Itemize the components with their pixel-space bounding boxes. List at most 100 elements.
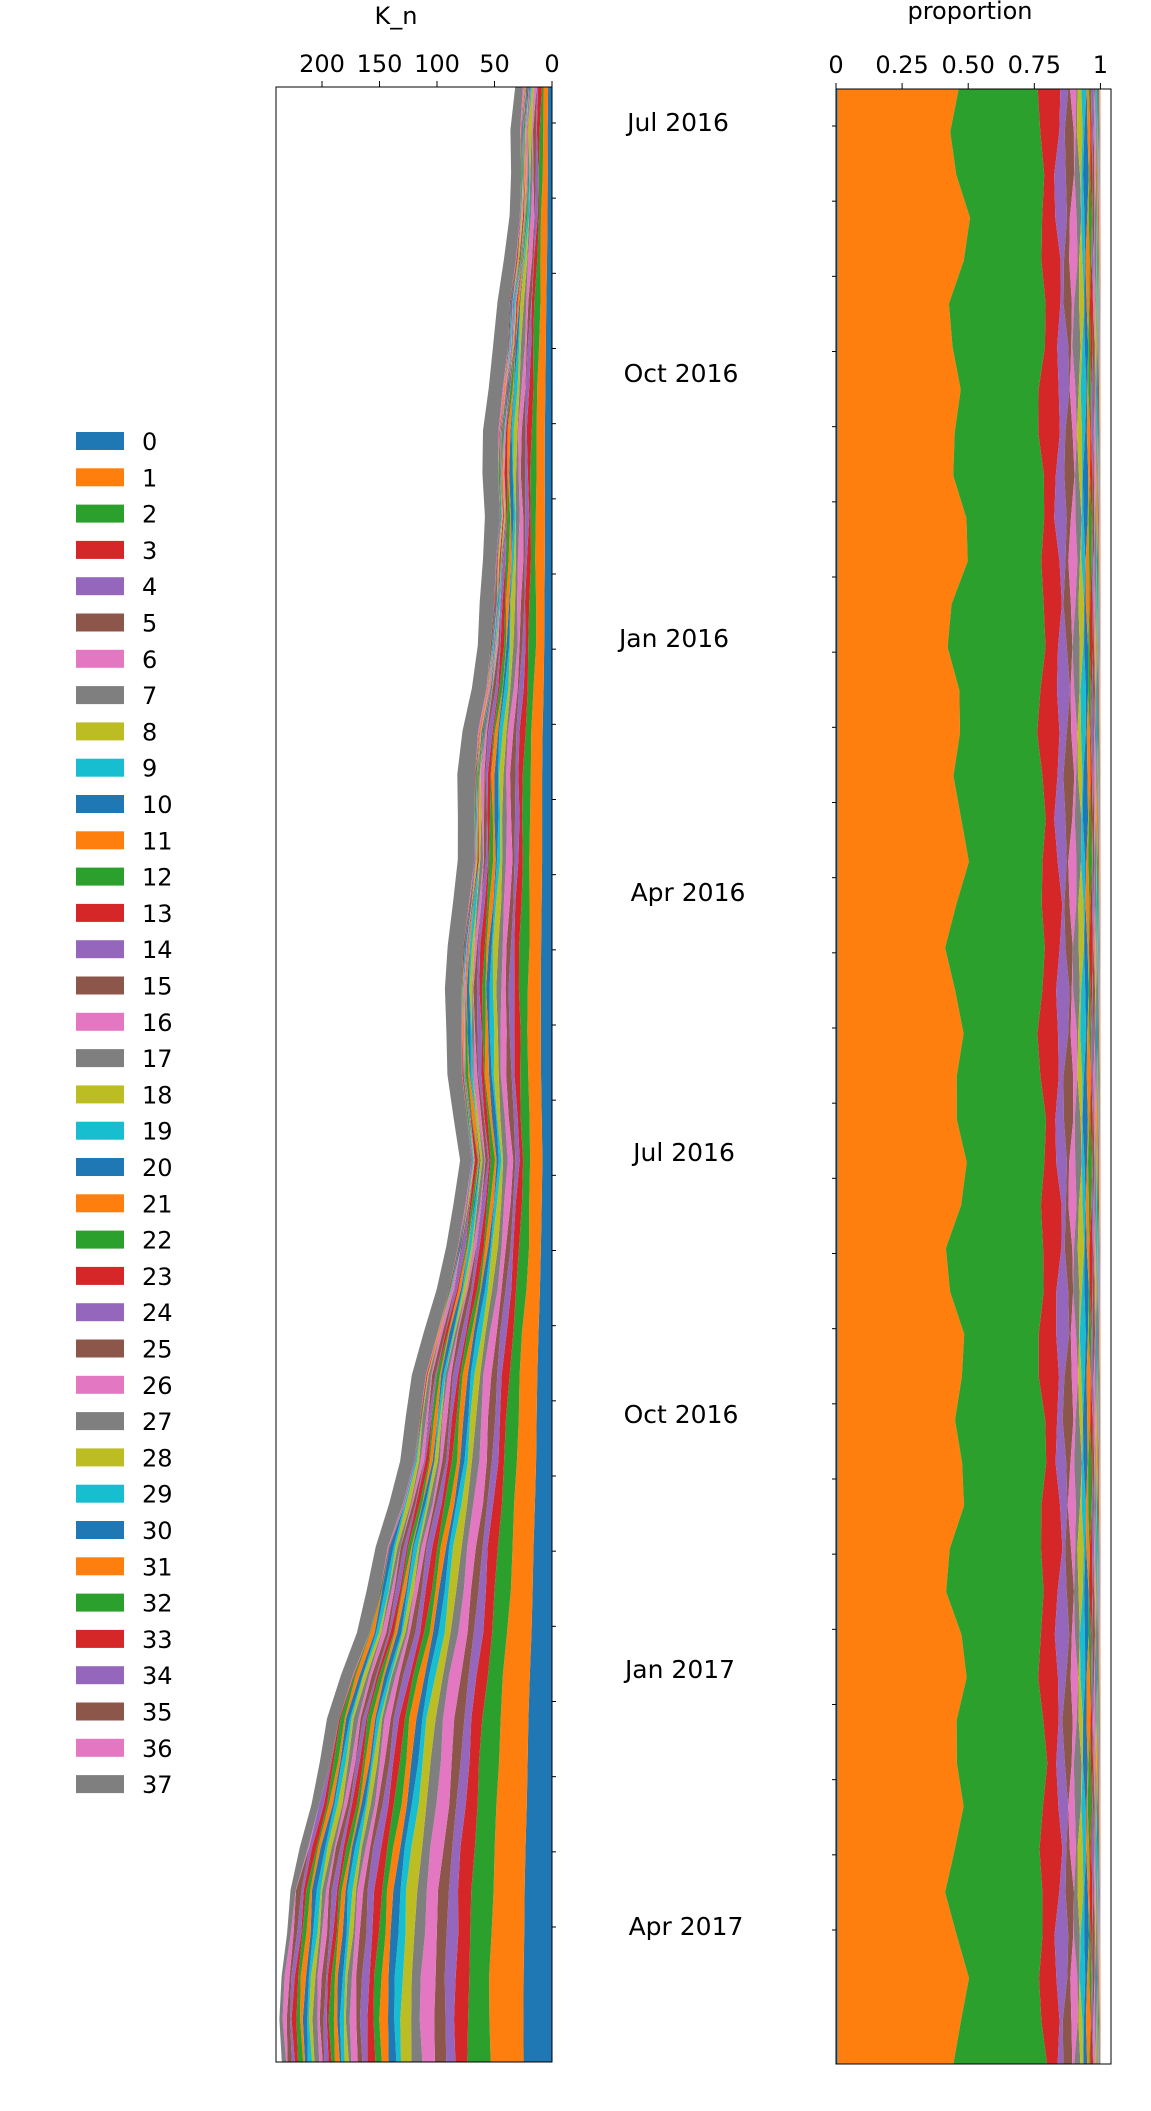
legend-swatch-12 — [76, 867, 124, 886]
proportion-area-3 — [1037, 89, 1063, 2064]
legend-swatch-31 — [76, 1557, 124, 1576]
kn-y-ticks — [552, 122, 556, 1928]
legend-swatch-7 — [76, 686, 124, 705]
kn-x-tick-label-0: 0 — [544, 50, 559, 78]
legend-swatch-2 — [76, 504, 124, 523]
legend-swatch-27 — [76, 1412, 124, 1431]
kn-frame — [275, 86, 553, 2063]
legend-label-10: 10 — [142, 791, 173, 819]
legend-swatch-4 — [76, 577, 124, 596]
proportion-area-6 — [1067, 89, 1079, 2064]
kn-area-12 — [373, 87, 531, 2062]
legend-swatch-22 — [76, 1230, 124, 1249]
legend-swatch-34 — [76, 1666, 124, 1685]
legend-label-36: 36 — [142, 1735, 173, 1763]
legend-swatch-17 — [76, 1049, 124, 1068]
proportion-area-20 — [1096, 89, 1098, 2064]
proportion-area-28 — [1099, 89, 1100, 2064]
proportion-x-tick-label-0.50: 0.50 — [941, 51, 994, 79]
kn-area-14 — [359, 87, 531, 2062]
proportion-area-11 — [1085, 89, 1091, 2064]
legend-label-20: 20 — [142, 1154, 173, 1182]
proportion-area-8 — [1076, 89, 1085, 2064]
legend-label-6: 6 — [142, 646, 157, 674]
legend-label-17: 17 — [142, 1045, 173, 1073]
legend-swatch-30 — [76, 1521, 124, 1539]
proportion-x-tick-label-0.25: 0.25 — [875, 51, 928, 79]
legend-label-7: 7 — [142, 682, 157, 710]
legend-swatch-15 — [76, 976, 124, 995]
proportion-area-14 — [1090, 89, 1095, 2064]
kn-area-8 — [400, 87, 534, 2062]
legend-swatch-19 — [76, 1121, 124, 1140]
kn-title: K_n — [375, 2, 418, 30]
date-label-7: Apr 2017 — [629, 1912, 744, 1941]
legend: 0123456789101112131415161718192021222324… — [76, 428, 173, 1799]
legend-label-24: 24 — [142, 1299, 173, 1327]
proportion-area-4 — [1054, 89, 1071, 2064]
legend-swatch-8 — [76, 722, 124, 741]
kn-area-11 — [379, 87, 531, 2062]
proportion-area-12 — [1087, 89, 1093, 2064]
proportion-x-tick-label-1: 1 — [1093, 51, 1108, 79]
legend-swatch-29 — [76, 1484, 124, 1503]
legend-label-31: 31 — [142, 1553, 173, 1581]
kn-area-9 — [394, 87, 532, 2062]
legend-label-0: 0 — [142, 428, 157, 456]
legend-label-12: 12 — [142, 864, 173, 892]
legend-label-33: 33 — [142, 1626, 173, 1654]
kn-area-6 — [419, 87, 537, 2062]
legend-label-11: 11 — [142, 827, 173, 855]
legend-swatch-0 — [76, 432, 124, 450]
proportion-areas — [836, 89, 1101, 2064]
kn-area-10 — [388, 87, 531, 2062]
legend-label-8: 8 — [142, 718, 157, 746]
legend-swatch-5 — [76, 613, 124, 632]
legend-swatch-13 — [76, 903, 124, 922]
kn-x-tick-label-50: 50 — [479, 50, 510, 78]
legend-swatch-26 — [76, 1375, 124, 1394]
proportion-area-18 — [1095, 89, 1097, 2064]
proportion-x-ticks: 0 0.25 0.50 0.75 1 — [828, 51, 1108, 89]
proportion-x-tick-label-0: 0 — [828, 51, 843, 79]
legend-swatch-6 — [76, 649, 124, 668]
proportion-area-9 — [1079, 89, 1087, 2064]
kn-area-7 — [411, 87, 534, 2062]
proportion-area-10 — [1082, 89, 1089, 2064]
legend-label-34: 34 — [142, 1662, 173, 1690]
proportion-area-21 — [1096, 89, 1099, 2064]
date-label-2: Jan 2016 — [617, 624, 729, 653]
kn-area-4 — [444, 87, 539, 2062]
date-label-6: Jan 2017 — [623, 1655, 735, 1684]
legend-label-14: 14 — [142, 936, 173, 964]
kn-area-2 — [467, 87, 544, 2062]
legend-swatch-20 — [76, 1158, 124, 1176]
legend-label-37: 37 — [142, 1771, 173, 1799]
proportion-area-17 — [1094, 89, 1097, 2064]
legend-swatch-24 — [76, 1303, 124, 1322]
legend-label-30: 30 — [142, 1517, 173, 1545]
kn-area-0 — [523, 87, 552, 2062]
legend-label-19: 19 — [142, 1118, 173, 1146]
legend-swatch-35 — [76, 1702, 124, 1721]
legend-label-29: 29 — [142, 1481, 173, 1509]
legend-swatch-25 — [76, 1339, 124, 1358]
proportion-area-19 — [1095, 89, 1098, 2064]
proportion-area-2 — [945, 89, 1048, 2064]
legend-swatch-3 — [76, 540, 124, 559]
kn-x-tick-label-100: 100 — [414, 50, 460, 78]
proportion-panel: proportion 0 0.25 0.50 0.75 1 — [828, 0, 1112, 2065]
proportion-y-ticks — [832, 125, 836, 1931]
legend-swatch-32 — [76, 1593, 124, 1612]
proportion-area-15 — [1092, 89, 1095, 2064]
legend-label-35: 35 — [142, 1699, 173, 1727]
legend-swatch-21 — [76, 1194, 124, 1213]
kn-x-tick-label-200: 200 — [299, 50, 345, 78]
legend-label-3: 3 — [142, 537, 157, 565]
proportion-area-1 — [837, 89, 970, 2064]
kn-area-1 — [489, 87, 549, 2062]
legend-swatch-9 — [76, 758, 124, 777]
legend-label-18: 18 — [142, 1081, 173, 1109]
legend-label-23: 23 — [142, 1263, 173, 1291]
